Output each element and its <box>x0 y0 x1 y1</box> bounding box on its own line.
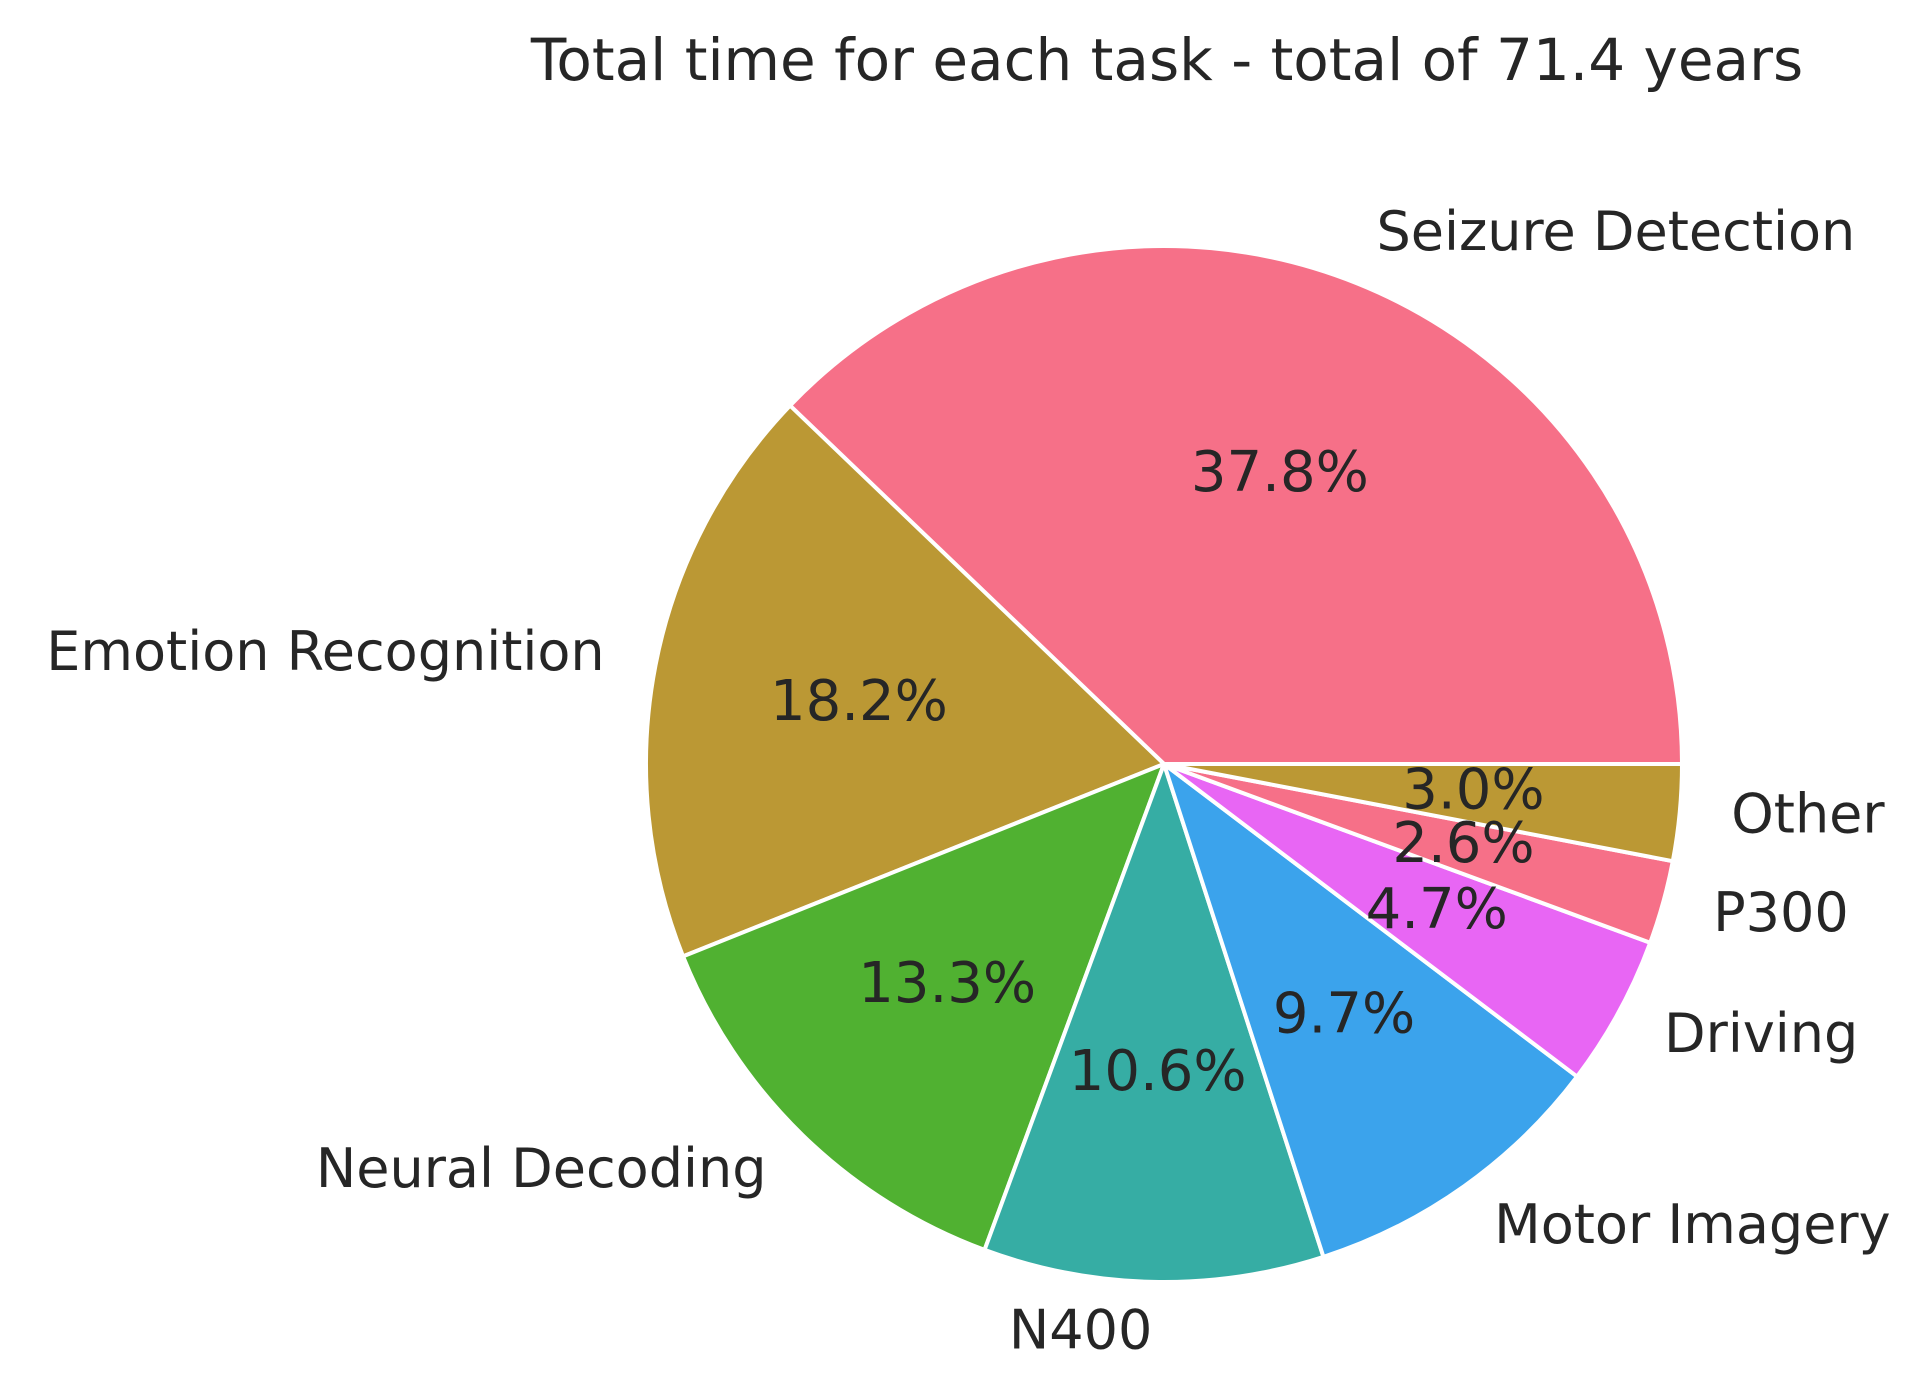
slice-label: P300 <box>1713 881 1849 944</box>
pie-slice <box>982 762 1326 1284</box>
percent-label: 3.0% <box>1402 757 1544 822</box>
pie-slice <box>1162 762 1684 864</box>
percent-label: 9.7% <box>1273 981 1415 1046</box>
pie-slice <box>644 403 1166 959</box>
percent-label: 13.3% <box>858 951 1036 1016</box>
slice-label: Other <box>1731 782 1885 845</box>
slice-label: Driving <box>1664 1002 1858 1065</box>
percent-label: 37.8% <box>1191 440 1369 505</box>
slice-label: Motor Imagery <box>1494 1193 1890 1256</box>
slice-label: N400 <box>1009 1298 1152 1361</box>
pie-slice <box>788 244 1684 766</box>
percent-label: 2.6% <box>1392 811 1534 876</box>
slice-label: Seizure Detection <box>1376 200 1855 263</box>
percent-label: 10.6% <box>1069 1039 1247 1104</box>
slice-label: Emotion Recognition <box>46 620 604 683</box>
slice-label: Neural Decoding <box>316 1137 767 1200</box>
percent-label: 4.7% <box>1366 877 1508 942</box>
pie-slice <box>681 762 1166 1252</box>
chart-title: Total time for each task - total of 71.4… <box>530 26 1803 94</box>
pie-slice <box>1162 762 1580 1259</box>
percent-label: 18.2% <box>770 669 948 734</box>
pie-slice <box>1162 762 1653 1079</box>
